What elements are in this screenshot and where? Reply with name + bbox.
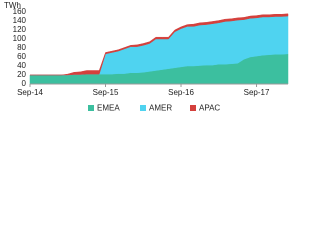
y-tick-label: 60 [17, 52, 26, 61]
y-tick-label: 80 [17, 43, 26, 52]
y-tick-label: 40 [17, 61, 26, 70]
x-tick-label: Sep-14 [17, 88, 43, 97]
y-tick-label: 140 [13, 16, 27, 25]
y-tick-label: 20 [17, 70, 26, 79]
legend-label: EMEA [97, 104, 120, 113]
area [30, 13, 289, 76]
y-tick-label: 100 [13, 34, 27, 43]
y-tick-label: 0 [22, 79, 27, 88]
x-tick-label: Sep-17 [244, 88, 270, 97]
legend-swatch [140, 105, 146, 111]
x-tick-label: Sep-16 [168, 88, 194, 97]
x-tick-label: Sep-15 [93, 88, 119, 97]
y-axis-label: TWh [4, 1, 21, 10]
legend-label: APAC [199, 104, 220, 113]
legend-swatch [88, 105, 94, 111]
y-tick-label: 120 [13, 25, 27, 34]
legend-swatch [190, 105, 196, 111]
page: {"chart_data": {"type": "stacked_area", … [0, 0, 320, 119]
legend-label: AMER [149, 104, 172, 113]
y-tick-label: 160 [13, 7, 27, 16]
